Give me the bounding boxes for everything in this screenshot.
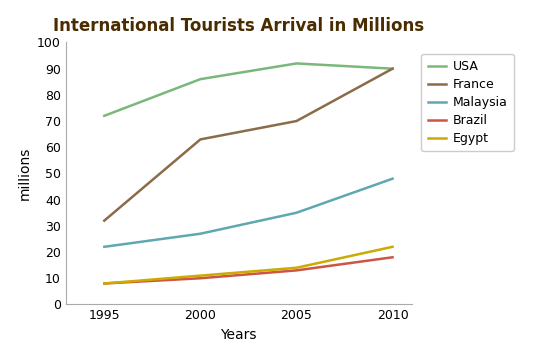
France <box>101 218 108 223</box>
France <box>197 137 204 142</box>
USA <box>101 114 108 118</box>
Line: USA: USA <box>104 63 393 116</box>
Legend: USA, France, Malaysia, Brazil, Egypt: USA, France, Malaysia, Brazil, Egypt <box>422 54 514 152</box>
X-axis label: Years: Years <box>221 328 257 342</box>
USA <box>197 77 204 81</box>
Title: International Tourists Arrival in Millions: International Tourists Arrival in Millio… <box>53 17 424 35</box>
Egypt <box>197 274 204 278</box>
Egypt <box>389 245 396 249</box>
Malaysia <box>197 232 204 236</box>
Line: Brazil: Brazil <box>104 257 393 284</box>
Egypt <box>293 266 300 270</box>
Line: France: France <box>104 69 393 221</box>
Line: Malaysia: Malaysia <box>104 179 393 247</box>
Malaysia <box>101 245 108 249</box>
France <box>389 67 396 71</box>
France <box>293 119 300 123</box>
USA <box>293 61 300 65</box>
Brazil <box>101 281 108 286</box>
USA <box>389 67 396 71</box>
Line: Egypt: Egypt <box>104 247 393 284</box>
Brazil <box>197 276 204 280</box>
Brazil <box>389 255 396 259</box>
Brazil <box>293 268 300 273</box>
Y-axis label: millions: millions <box>18 147 32 200</box>
Malaysia <box>389 177 396 181</box>
Malaysia <box>293 211 300 215</box>
Egypt <box>101 281 108 286</box>
